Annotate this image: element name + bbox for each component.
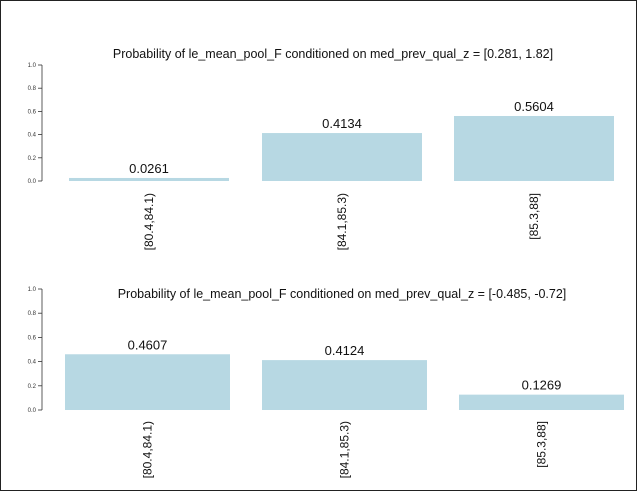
y-tick-label: 0.6 <box>28 335 37 341</box>
chart-panel-1: Probability of le_mean_pool_F conditione… <box>28 47 614 250</box>
chart-title: Probability of le_mean_pool_F conditione… <box>113 47 553 61</box>
y-tick-label: 1.0 <box>28 287 37 293</box>
bar-value-label: 0.4124 <box>325 343 365 358</box>
y-tick-label: 0.4 <box>28 360 37 366</box>
y-tick-label: 0.0 <box>28 179 37 185</box>
y-tick-label: 0.8 <box>28 86 37 92</box>
bar-value-label: 0.0261 <box>129 161 169 176</box>
bar-value-label: 0.4607 <box>128 337 168 352</box>
bar-value-label: 0.1269 <box>522 378 562 393</box>
x-category-label: [84.1,85.3) <box>335 193 349 250</box>
y-tick-label: 0.8 <box>28 311 37 317</box>
bar-value-label: 0.4134 <box>322 116 362 131</box>
y-tick-label: 0.2 <box>28 384 37 390</box>
chart-title: Probability of le_mean_pool_F conditione… <box>118 287 567 301</box>
bar <box>65 354 230 410</box>
bar-value-label: 0.5604 <box>514 99 554 114</box>
x-category-label: [85.3,88] <box>535 421 549 468</box>
bar <box>69 177 229 181</box>
x-category-label: [85.3,88] <box>527 193 541 240</box>
x-category-label: [84.1,85.3) <box>338 421 352 478</box>
chart-panel-2: Probability of le_mean_pool_F conditione… <box>28 287 624 478</box>
y-tick-label: 0.4 <box>28 133 37 139</box>
bar <box>262 360 427 410</box>
x-category-label: [80.4,84.1) <box>141 421 155 478</box>
y-tick-label: 0.0 <box>28 408 37 414</box>
y-tick-label: 0.6 <box>28 109 37 115</box>
y-tick-label: 1.0 <box>28 63 37 69</box>
x-category-label: [80.4,84.1) <box>142 193 156 250</box>
y-tick-label: 0.2 <box>28 156 37 162</box>
bar <box>459 394 624 410</box>
bar <box>454 115 614 181</box>
bar <box>262 133 422 181</box>
